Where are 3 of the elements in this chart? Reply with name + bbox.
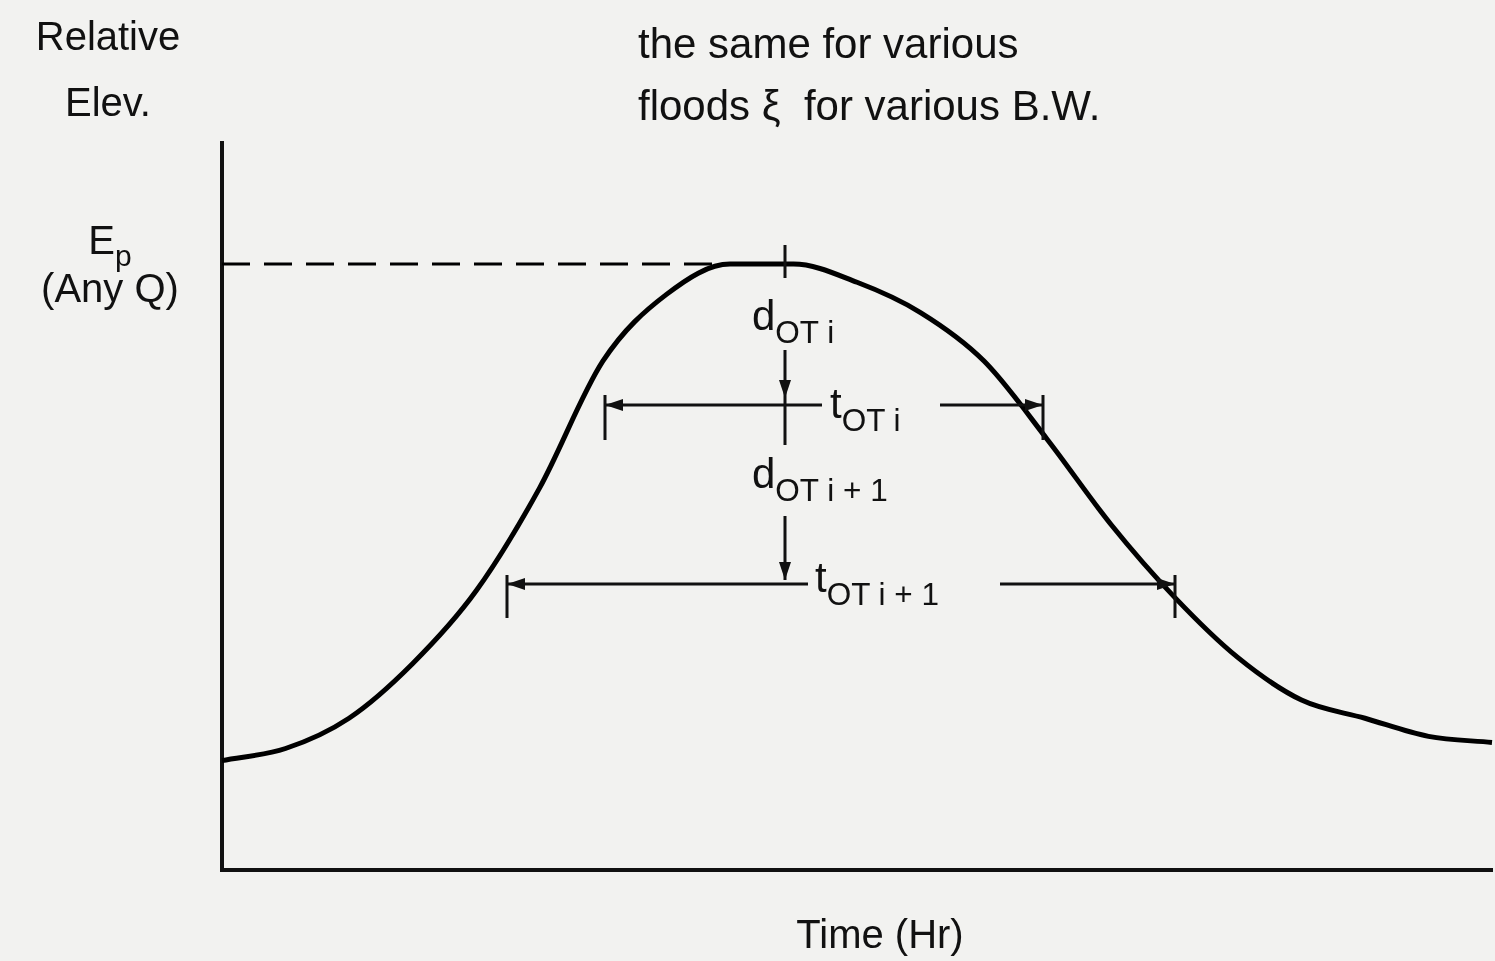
y-axis-title: Relative Elev. — [35, 14, 181, 124]
chart-title: the same for various floods ξ for various B.W. — [638, 20, 1101, 129]
x-axis-title: Time (Hr) — [796, 912, 964, 956]
